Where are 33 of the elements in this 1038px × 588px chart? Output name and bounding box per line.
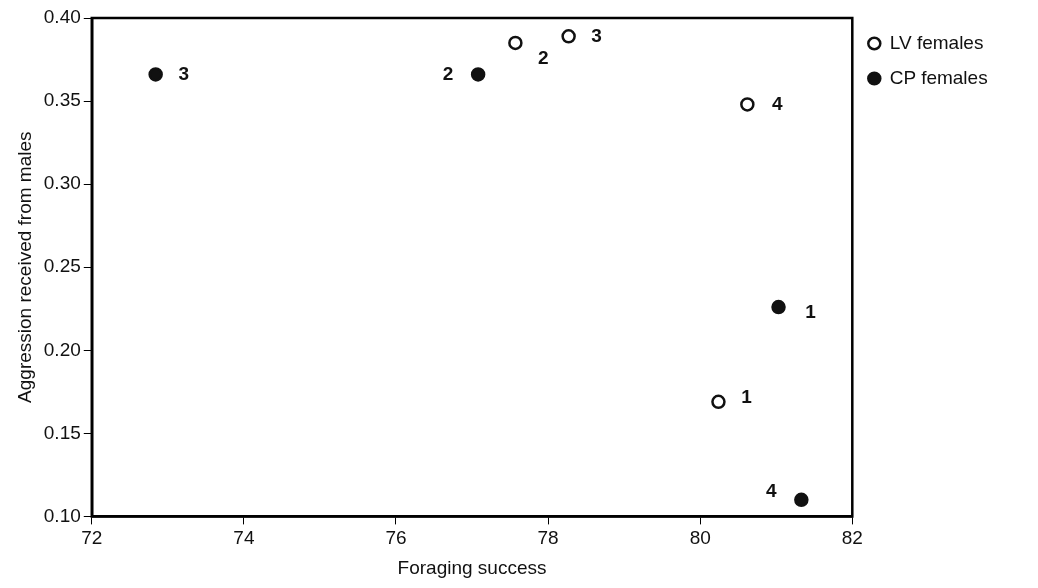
annotation: 3 bbox=[591, 24, 602, 46]
y-tick-label: 0.15 bbox=[43, 421, 81, 443]
point bbox=[561, 29, 576, 44]
annotation: 1 bbox=[805, 301, 817, 323]
x-tick-label: 72 bbox=[81, 527, 103, 549]
annotation: 3 bbox=[178, 62, 189, 84]
y-axis-title: Aggression received from males bbox=[13, 131, 35, 403]
legend-label: CP females bbox=[889, 66, 988, 88]
legend-label: LV females bbox=[889, 31, 984, 53]
point bbox=[148, 67, 163, 82]
y-tick-label: 0.20 bbox=[43, 338, 81, 360]
point bbox=[508, 35, 523, 51]
x-axis-title: Foraging success bbox=[397, 556, 547, 578]
annotation: 2 bbox=[442, 62, 454, 84]
point bbox=[794, 492, 809, 508]
y-tick-label: 0.30 bbox=[43, 172, 81, 194]
point bbox=[771, 299, 786, 315]
y-tick-label: 0.40 bbox=[43, 6, 81, 28]
x-tick-label: 80 bbox=[689, 527, 711, 549]
y-tick-label: 0.35 bbox=[43, 89, 81, 111]
annotation: 1 bbox=[741, 386, 753, 407]
x-tick-label: 82 bbox=[841, 527, 863, 549]
x-tick-label: 76 bbox=[385, 527, 407, 549]
annotation: 4 bbox=[766, 480, 778, 502]
point bbox=[470, 67, 486, 82]
point bbox=[740, 97, 755, 112]
point bbox=[711, 394, 726, 410]
x-tick-label: 78 bbox=[537, 527, 559, 549]
x-tick-label: 74 bbox=[233, 527, 255, 549]
annotation: 2 bbox=[538, 47, 549, 69]
y-tick-label: 0.25 bbox=[43, 255, 81, 277]
annotation: 4 bbox=[772, 92, 784, 114]
y-tick-label: 0.10 bbox=[43, 504, 81, 526]
